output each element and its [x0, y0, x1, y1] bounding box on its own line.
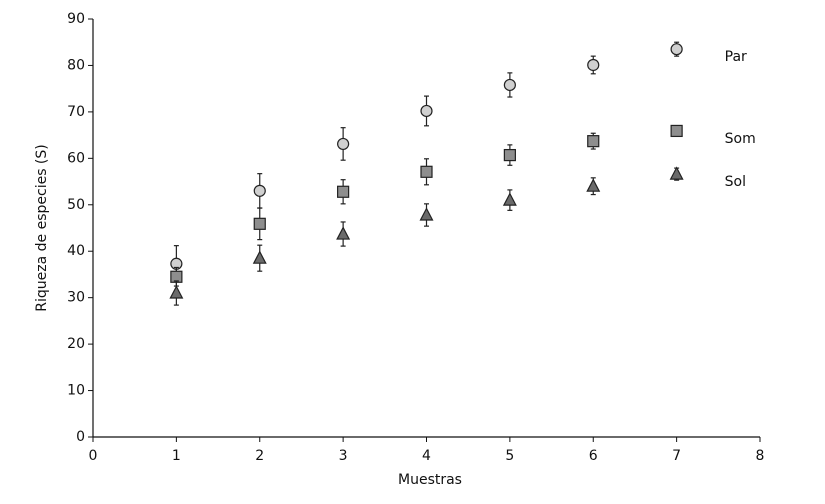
- point: [503, 148, 516, 162]
- point: [253, 184, 266, 197]
- y-axis-label: Riqueza de especies (S): [34, 144, 50, 311]
- point: [252, 250, 267, 264]
- y-tick-label: 90: [67, 11, 85, 27]
- point: [337, 137, 350, 151]
- x-tick-label: 4: [422, 448, 431, 464]
- x-tick-label: 8: [756, 448, 765, 464]
- legend-label: Sol: [725, 174, 746, 190]
- x-tick-label: 6: [589, 448, 598, 464]
- point: [336, 226, 351, 240]
- y-tick-label: 70: [67, 104, 85, 120]
- x-tick-label: 0: [89, 448, 98, 464]
- x-tick-label: 5: [505, 448, 514, 464]
- point: [502, 192, 517, 206]
- x-tick-label: 1: [172, 448, 181, 464]
- point: [503, 78, 516, 92]
- point: [669, 166, 684, 180]
- legend-label: Par: [725, 49, 747, 65]
- point: [419, 207, 434, 221]
- point: [420, 104, 433, 118]
- x-tick-label: 3: [339, 448, 348, 464]
- y-tick-label: 60: [67, 150, 85, 166]
- point: [337, 185, 350, 198]
- point: [586, 178, 601, 192]
- y-tick-label: 30: [67, 290, 85, 306]
- x-tick-label: 7: [672, 448, 681, 464]
- legend-label: Som: [725, 131, 756, 147]
- point: [169, 285, 184, 299]
- y-tick-label: 20: [67, 336, 85, 352]
- x-tick-label: 2: [255, 448, 264, 464]
- y-tick-label: 50: [67, 197, 85, 213]
- x-axis-label: Muestras: [398, 472, 462, 488]
- point: [253, 217, 266, 230]
- y-tick-label: 80: [67, 57, 85, 73]
- point: [670, 43, 683, 56]
- point: [587, 135, 600, 148]
- y-tick-label: 40: [67, 243, 85, 259]
- point: [420, 165, 433, 178]
- y-tick-label: 0: [76, 429, 85, 445]
- y-tick-label: 10: [67, 383, 85, 399]
- point: [670, 124, 683, 138]
- point: [587, 58, 600, 72]
